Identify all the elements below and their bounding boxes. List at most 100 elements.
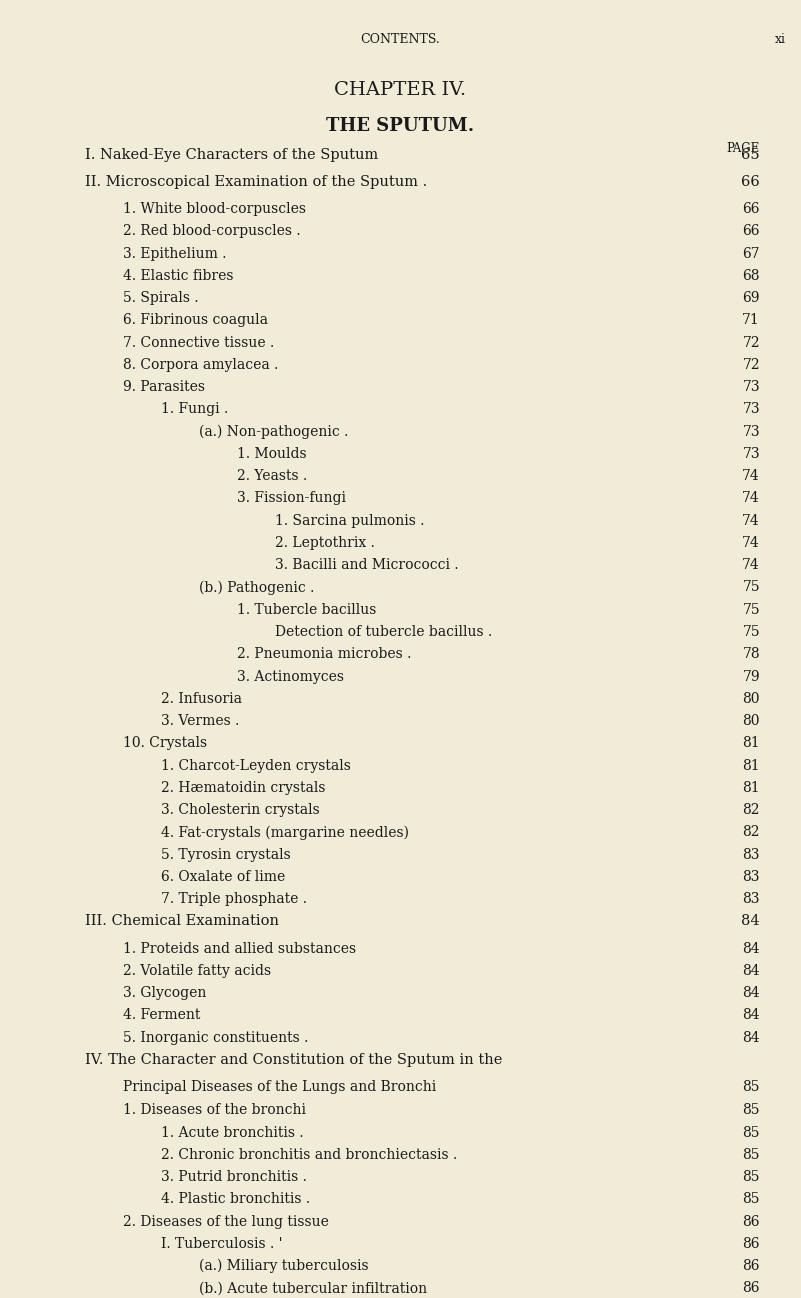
Text: III. Chemical Examination: III. Chemical Examination (85, 914, 279, 928)
Text: 3. Putrid bronchitis .: 3. Putrid bronchitis . (161, 1169, 307, 1184)
Text: 5. Inorganic constituents .: 5. Inorganic constituents . (123, 1031, 308, 1045)
Text: 3. Fission-fungi: 3. Fission-fungi (237, 492, 346, 505)
Text: 5. Tyrosin crystals: 5. Tyrosin crystals (161, 848, 291, 862)
Text: 4. Ferment: 4. Ferment (123, 1009, 200, 1023)
Text: 85: 85 (743, 1169, 760, 1184)
Text: Principal Diseases of the Lungs and Bronchi: Principal Diseases of the Lungs and Bron… (123, 1080, 437, 1094)
Text: 7. Triple phosphate .: 7. Triple phosphate . (161, 892, 307, 906)
Text: 74: 74 (743, 536, 760, 550)
Text: 1. Proteids and allied substances: 1. Proteids and allied substances (123, 941, 356, 955)
Text: 3. Bacilli and Micrococci .: 3. Bacilli and Micrococci . (275, 558, 459, 572)
Text: 78: 78 (743, 648, 760, 661)
Text: 67: 67 (743, 247, 760, 261)
Text: 75: 75 (743, 602, 760, 617)
Text: 4. Elastic fibres: 4. Elastic fibres (123, 269, 234, 283)
Text: 6. Oxalate of lime: 6. Oxalate of lime (161, 870, 285, 884)
Text: 84: 84 (743, 964, 760, 977)
Text: (a.) Non-pathogenic .: (a.) Non-pathogenic . (199, 424, 348, 439)
Text: 79: 79 (743, 670, 760, 684)
Text: 82: 82 (743, 803, 760, 816)
Text: 80: 80 (743, 714, 760, 728)
Text: 71: 71 (743, 313, 760, 327)
Text: 4. Plastic bronchitis .: 4. Plastic bronchitis . (161, 1193, 310, 1206)
Text: 1. Fungi .: 1. Fungi . (161, 402, 228, 417)
Text: 84: 84 (743, 1009, 760, 1023)
Text: 9. Parasites: 9. Parasites (123, 380, 205, 395)
Text: 81: 81 (743, 736, 760, 750)
Text: 85: 85 (743, 1080, 760, 1094)
Text: 1. Tubercle bacillus: 1. Tubercle bacillus (237, 602, 376, 617)
Text: 1. White blood-corpuscles: 1. White blood-corpuscles (123, 202, 306, 215)
Text: 1. Diseases of the bronchi: 1. Diseases of the bronchi (123, 1103, 306, 1118)
Text: 85: 85 (743, 1193, 760, 1206)
Text: 74: 74 (743, 469, 760, 483)
Text: THE SPUTUM.: THE SPUTUM. (327, 117, 474, 135)
Text: 84: 84 (742, 914, 760, 928)
Text: IV. The Character and Constitution of the Sputum in the: IV. The Character and Constitution of th… (85, 1053, 502, 1067)
Text: 73: 73 (743, 402, 760, 417)
Text: (b.) Pathogenic .: (b.) Pathogenic . (199, 580, 314, 594)
Text: 5. Spirals .: 5. Spirals . (123, 291, 199, 305)
Text: 81: 81 (743, 758, 760, 772)
Text: 83: 83 (743, 848, 760, 862)
Text: 1. Acute bronchitis .: 1. Acute bronchitis . (161, 1125, 304, 1140)
Text: 4. Fat-crystals (margarine needles): 4. Fat-crystals (margarine needles) (161, 826, 409, 840)
Text: 82: 82 (743, 826, 760, 840)
Text: II. Microscopical Examination of the Sputum .: II. Microscopical Examination of the Spu… (85, 175, 427, 188)
Text: 72: 72 (743, 358, 760, 371)
Text: 3. Actinomyces: 3. Actinomyces (237, 670, 344, 684)
Text: 2. Leptothrix .: 2. Leptothrix . (275, 536, 375, 550)
Text: 86: 86 (743, 1215, 760, 1229)
Text: 2. Pneumonia microbes .: 2. Pneumonia microbes . (237, 648, 412, 661)
Text: 69: 69 (743, 291, 760, 305)
Text: 6. Fibrinous coagula: 6. Fibrinous coagula (123, 313, 268, 327)
Text: 3. Cholesterin crystals: 3. Cholesterin crystals (161, 803, 320, 816)
Text: 86: 86 (743, 1281, 760, 1295)
Text: 66: 66 (743, 202, 760, 215)
Text: (b.) Acute tubercular infiltration: (b.) Acute tubercular infiltration (199, 1281, 427, 1295)
Text: I. Naked-Eye Characters of the Sputum: I. Naked-Eye Characters of the Sputum (85, 148, 378, 162)
Text: 85: 85 (743, 1147, 760, 1162)
Text: PAGE: PAGE (727, 141, 760, 154)
Text: 65: 65 (742, 148, 760, 162)
Text: 2. Yeasts .: 2. Yeasts . (237, 469, 308, 483)
Text: 8. Corpora amylacea .: 8. Corpora amylacea . (123, 358, 279, 371)
Text: 75: 75 (743, 624, 760, 639)
Text: 81: 81 (743, 781, 760, 794)
Text: 1. Charcot-Leyden crystals: 1. Charcot-Leyden crystals (161, 758, 351, 772)
Text: (a.) Miliary tuberculosis: (a.) Miliary tuberculosis (199, 1259, 368, 1273)
Text: 86: 86 (743, 1259, 760, 1273)
Text: 73: 73 (743, 424, 760, 439)
Text: 68: 68 (743, 269, 760, 283)
Text: 1. Sarcina pulmonis .: 1. Sarcina pulmonis . (275, 514, 425, 528)
Text: 74: 74 (743, 492, 760, 505)
Text: 73: 73 (743, 447, 760, 461)
Text: 66: 66 (741, 175, 760, 188)
Text: xi: xi (775, 32, 786, 45)
Text: 2. Red blood-corpuscles .: 2. Red blood-corpuscles . (123, 225, 300, 239)
Text: 2. Volatile fatty acids: 2. Volatile fatty acids (123, 964, 271, 977)
Text: 3. Epithelium .: 3. Epithelium . (123, 247, 227, 261)
Text: 83: 83 (743, 892, 760, 906)
Text: 72: 72 (743, 336, 760, 349)
Text: 84: 84 (743, 941, 760, 955)
Text: 3. Vermes .: 3. Vermes . (161, 714, 239, 728)
Text: 85: 85 (743, 1103, 760, 1118)
Text: 66: 66 (743, 225, 760, 239)
Text: I. Tuberculosis . ': I. Tuberculosis . ' (161, 1237, 283, 1251)
Text: 85: 85 (743, 1125, 760, 1140)
Text: 73: 73 (743, 380, 760, 395)
Text: 2. Infusoria: 2. Infusoria (161, 692, 242, 706)
Text: 84: 84 (743, 986, 760, 999)
Text: 2. Diseases of the lung tissue: 2. Diseases of the lung tissue (123, 1215, 329, 1229)
Text: 2. Hæmatoidin crystals: 2. Hæmatoidin crystals (161, 781, 325, 794)
Text: 75: 75 (743, 580, 760, 594)
Text: 83: 83 (743, 870, 760, 884)
Text: 80: 80 (743, 692, 760, 706)
Text: 2. Chronic bronchitis and bronchiectasis .: 2. Chronic bronchitis and bronchiectasis… (161, 1147, 457, 1162)
Text: 86: 86 (743, 1237, 760, 1251)
Text: 3. Glycogen: 3. Glycogen (123, 986, 207, 999)
Text: 7. Connective tissue .: 7. Connective tissue . (123, 336, 274, 349)
Text: Detection of tubercle bacillus .: Detection of tubercle bacillus . (275, 624, 493, 639)
Text: 10. Crystals: 10. Crystals (123, 736, 207, 750)
